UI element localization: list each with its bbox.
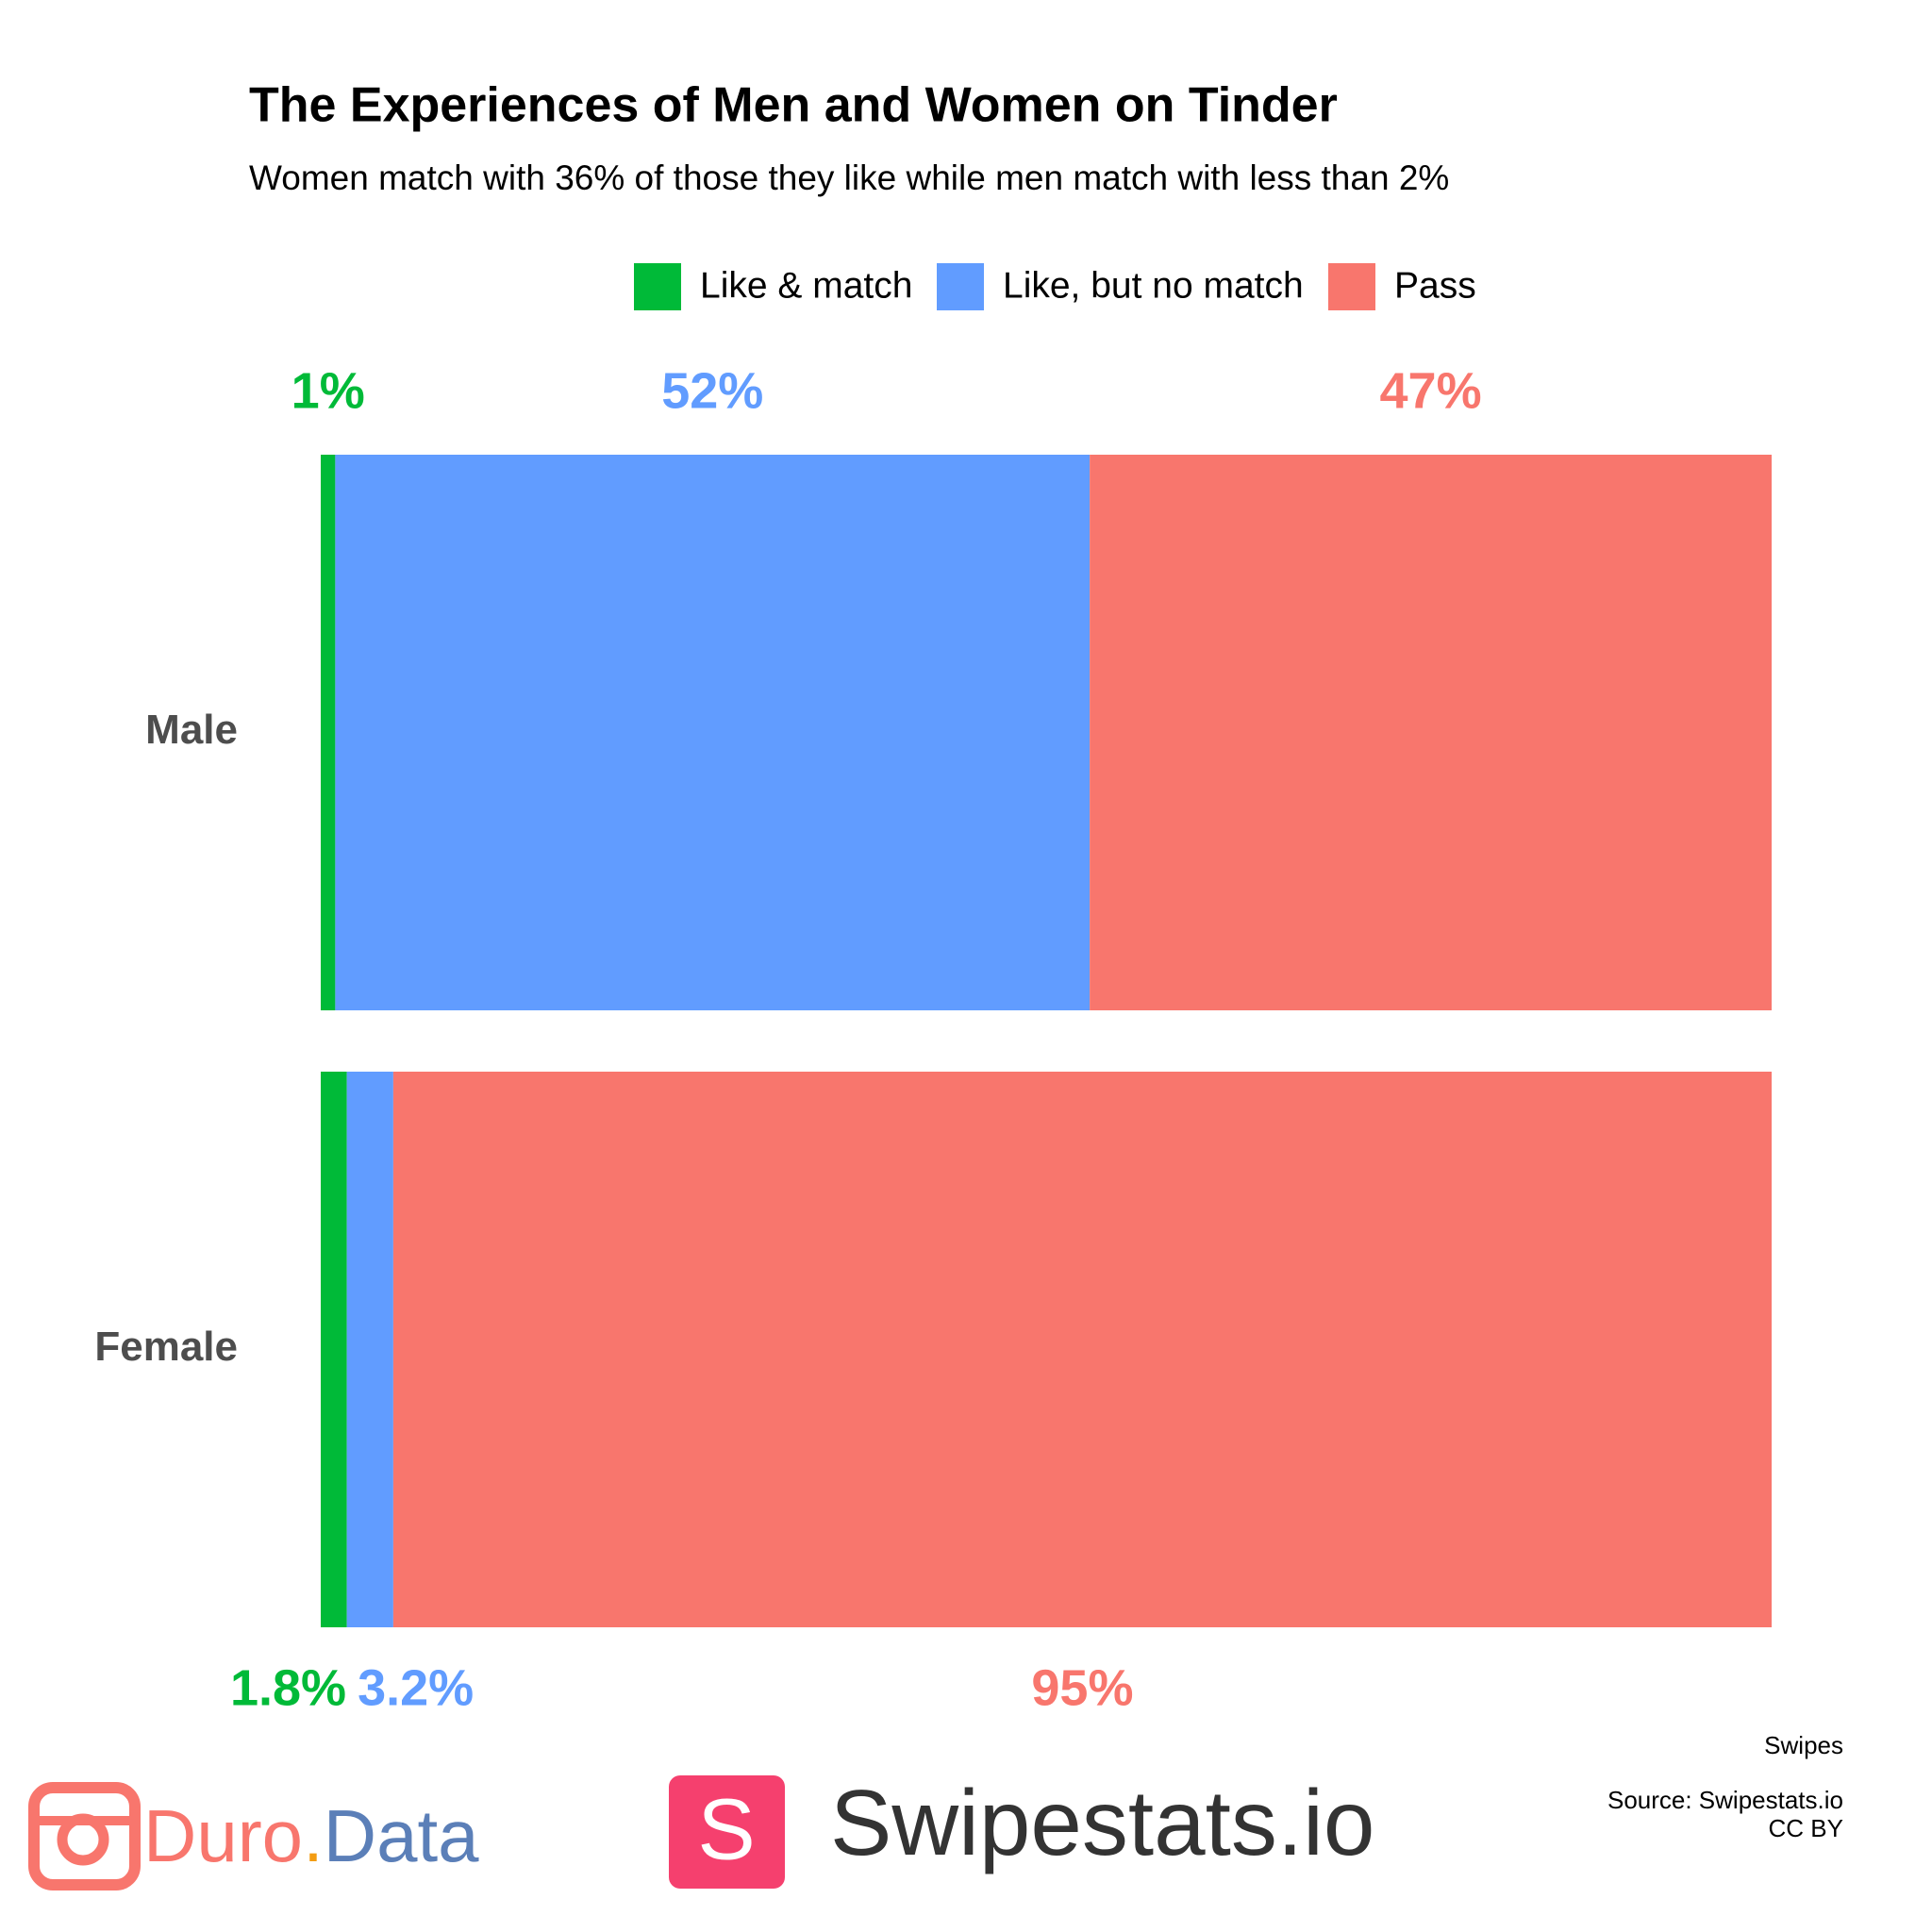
value-label: 47% [1380, 362, 1482, 419]
duro-icon-frame [28, 1782, 141, 1890]
value-label: 3.2% [358, 1659, 474, 1716]
legend-label: Pass [1394, 265, 1476, 306]
legend-swatch [634, 263, 681, 310]
legend-swatch [1328, 263, 1375, 310]
caption: Swipes [1764, 1731, 1843, 1759]
bar-segment [392, 1072, 1772, 1627]
bar-segment [321, 455, 336, 1010]
duro-icon-lens [57, 1813, 109, 1866]
swipestats-logo: S Swipestats.io [669, 1771, 1374, 1889]
value-label: 1.8% [230, 1659, 346, 1716]
y-tick-label: Male [145, 707, 238, 753]
legend-label: Like & match [700, 265, 912, 306]
swipestats-icon [669, 1775, 785, 1889]
duro-logo: Duro.Data [28, 1782, 479, 1890]
bar-segment [335, 455, 1091, 1010]
y-tick-label: Female [94, 1324, 238, 1370]
value-label: 95% [1031, 1659, 1133, 1716]
swipestats-icon-letter: S [697, 1781, 755, 1877]
swipestats-text: Swipestats.io [830, 1771, 1374, 1874]
chart-title: The Experiences of Men and Women on Tind… [249, 78, 1338, 133]
duro-text: Duro.Data [143, 1794, 479, 1877]
value-label: 52% [661, 362, 763, 419]
source: Source: Swipestats.io [1607, 1786, 1843, 1814]
duro-part: Duro [143, 1794, 303, 1877]
bar-segment [321, 1072, 347, 1627]
license: CC BY [1769, 1814, 1843, 1842]
legend-label: Like, but no match [1003, 265, 1304, 306]
legend-swatch [937, 263, 984, 310]
duro-dot: . [303, 1794, 324, 1877]
bar-segment [1090, 455, 1772, 1010]
duro-data: Data [324, 1794, 479, 1877]
value-label: 1% [291, 362, 365, 419]
chart-subtitle: Women match with 36% of those they like … [249, 158, 1449, 197]
bar-segment [346, 1072, 393, 1627]
